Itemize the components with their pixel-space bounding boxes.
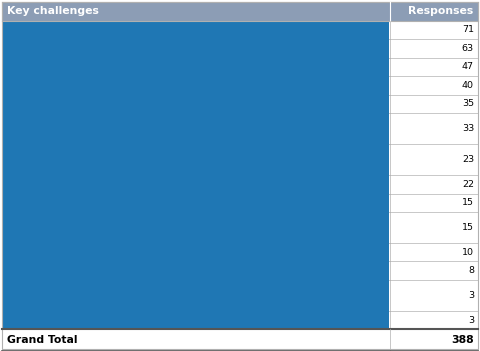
Bar	[2, 39, 389, 58]
Text: My organization does not feel the standards on the OSAC Registry will add value : My organization does not feel the standa…	[6, 218, 440, 237]
Bar	[2, 212, 478, 243]
Text: 3: 3	[468, 316, 474, 325]
Text: 33: 33	[462, 124, 474, 133]
Text: 71: 71	[462, 25, 474, 34]
Bar	[2, 175, 389, 193]
Bar	[2, 193, 478, 212]
Bar	[2, 21, 478, 39]
Bar	[2, 175, 478, 193]
Bar	[2, 243, 389, 261]
Bar	[2, 113, 478, 144]
Text: My organization is not required to implement the standards on the OSAC Registry.: My organization is not required to imple…	[6, 81, 396, 90]
Text: 8: 8	[468, 266, 474, 275]
Bar	[2, 21, 389, 39]
Bar	[2, 95, 389, 113]
Bar	[2, 58, 478, 76]
Bar	[2, 261, 389, 280]
Text: 10: 10	[462, 248, 474, 257]
Bar	[2, 261, 478, 280]
Bar	[2, 2, 390, 21]
Bar	[2, 311, 389, 329]
Bar	[2, 329, 478, 351]
Bar	[2, 113, 389, 144]
Text: 23: 23	[462, 155, 474, 164]
Bar	[2, 58, 389, 76]
Text: My organization does not know how to update our standard operating procedures/qu: My organization does not know how to upd…	[6, 286, 431, 305]
Bar	[2, 95, 478, 113]
Text: My organization currently uses other guidance documents that are not on the OSAC: My organization currently uses other gui…	[6, 119, 406, 138]
Text: My organization has not completed validation required by these standards.: My organization has not completed valida…	[6, 180, 364, 189]
Text: My organization does not agree with the standards on the OSAC Registry.: My organization does not agree with the …	[6, 316, 355, 325]
Text: My organization does not have the available instruments and/or facility to suppo: My organization does not have the availa…	[6, 150, 398, 169]
Text: 40: 40	[462, 81, 474, 90]
Bar	[2, 76, 478, 95]
Text: NO Key challenges. My organization supports implementation policies.: NO Key challenges. My organization suppo…	[6, 25, 341, 34]
Text: The OSAC Registry does not have any applicable standards for my organization.: The OSAC Registry does not have any appl…	[6, 266, 387, 275]
Bar	[390, 2, 478, 21]
Text: Key challenges: Key challenges	[7, 6, 99, 16]
Text: My organization does not have the funding to support implementation.: My organization does not have the fundin…	[6, 99, 343, 108]
Bar	[2, 193, 389, 212]
Text: Grand Total: Grand Total	[7, 335, 77, 345]
Text: 63: 63	[462, 44, 474, 53]
Text: 15: 15	[462, 223, 474, 232]
Bar	[2, 144, 389, 175]
Bar	[2, 144, 478, 175]
Text: 35: 35	[462, 99, 474, 108]
Bar	[2, 280, 478, 311]
Text: My organization does not have the available personnel to allocate to this task.: My organization does not have the availa…	[6, 44, 379, 53]
Text: Responses: Responses	[408, 6, 473, 16]
Bar	[2, 76, 389, 95]
Text: My organization supports implementation policies but can't implement at this tim: My organization supports implementation …	[6, 62, 403, 71]
Text: 3: 3	[468, 291, 474, 300]
Bar	[2, 39, 478, 58]
Text: 15: 15	[462, 198, 474, 207]
Text: 388: 388	[451, 335, 474, 345]
Bar	[2, 243, 478, 261]
Bar	[2, 311, 478, 329]
Text: My organization does not understand the need for standards on the OSAC Registry.: My organization does not understand the …	[6, 248, 402, 257]
Bar	[2, 212, 389, 243]
Text: 22: 22	[462, 180, 474, 189]
Text: My organization does not have the training to support implementation.: My organization does not have the traini…	[6, 198, 344, 207]
Bar	[2, 280, 389, 311]
Text: 47: 47	[462, 62, 474, 71]
